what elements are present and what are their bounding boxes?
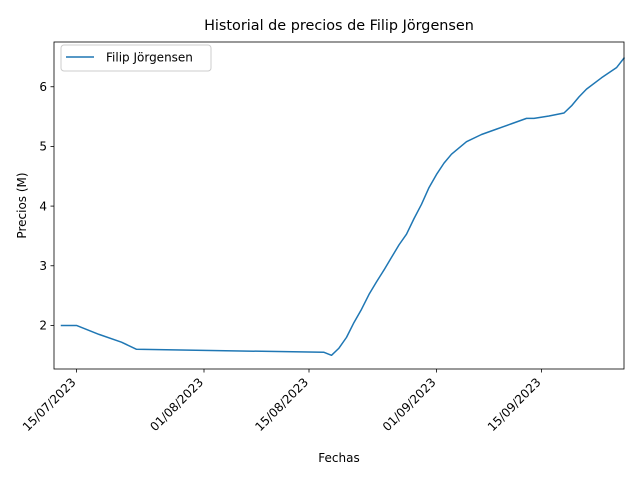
legend-label: Filip Jörgensen [106,51,193,65]
y-tick-label: 2 [39,319,47,333]
y-tick-label: 4 [39,199,47,213]
x-axis-label: Fechas [318,451,359,465]
y-axis: 2 3 4 5 6 [39,80,54,333]
x-tick-label: 01/08/2023 [147,375,206,434]
y-tick-label: 3 [39,259,47,273]
plot-area-frame [53,41,625,370]
series-line-0 [60,57,626,357]
x-tick-label: 15/08/2023 [252,375,311,434]
x-tick-label: 15/07/2023 [20,375,79,434]
x-axis: 15/07/2023 01/08/2023 15/08/2023 01/09/2023… [20,369,544,434]
chart-title: Historial de precios de Filip Jörgensen [204,18,474,34]
x-tick-label: 01/09/2023 [380,375,439,434]
legend: Filip Jörgensen [60,44,212,72]
y-axis-label: Precios (M) [15,172,29,238]
x-tick-label: 15/09/2023 [485,375,544,434]
legend-box [60,44,212,72]
y-tick-label: 5 [39,140,47,154]
y-tick-label: 6 [39,80,47,94]
